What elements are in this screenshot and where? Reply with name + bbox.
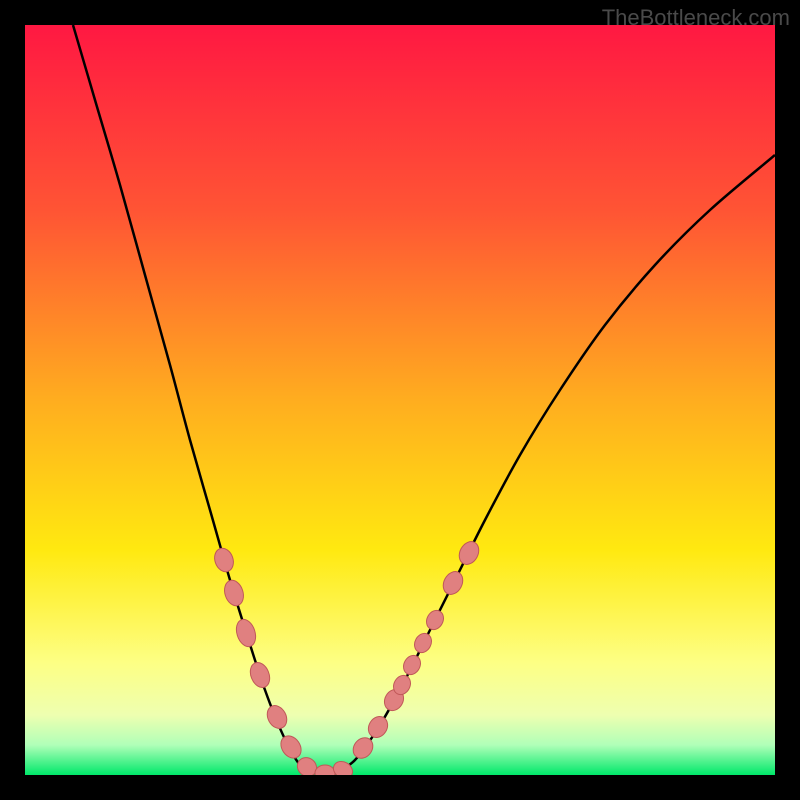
bottleneck-chart — [25, 25, 775, 775]
chart-background — [25, 25, 775, 775]
watermark-text: TheBottleneck.com — [602, 5, 790, 31]
